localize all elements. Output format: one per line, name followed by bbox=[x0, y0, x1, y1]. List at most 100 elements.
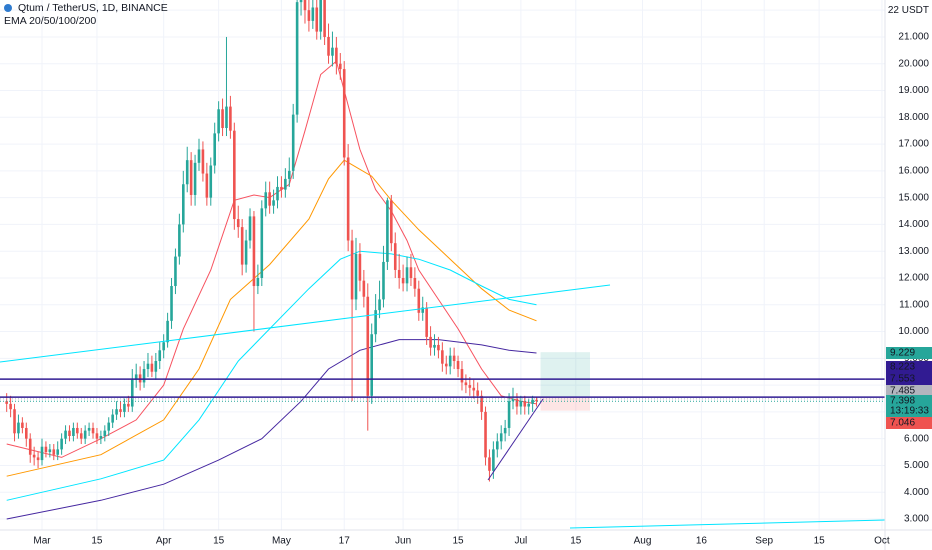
candle-body bbox=[448, 355, 452, 367]
x-tick-label: Oct bbox=[874, 536, 890, 547]
candle-body bbox=[472, 387, 476, 391]
candle-body bbox=[331, 47, 334, 56]
candle-body bbox=[17, 422, 20, 434]
y-tick-label: 20.000 bbox=[898, 58, 929, 69]
x-tick-label: 15 bbox=[452, 536, 464, 547]
candle-body bbox=[205, 173, 209, 198]
chart-title: Qtum / TetherUS, 1D, BINANCE bbox=[18, 2, 168, 14]
candle-body bbox=[464, 382, 468, 386]
candle-body bbox=[236, 219, 240, 228]
candle-body bbox=[233, 130, 236, 220]
candle-body bbox=[437, 344, 440, 351]
ema-line bbox=[6, 250, 537, 501]
candle-body bbox=[393, 243, 397, 270]
candle-body bbox=[311, 7, 315, 21]
candle-body bbox=[174, 256, 177, 287]
x-tick-label: Aug bbox=[634, 536, 652, 547]
candle-body bbox=[425, 307, 428, 337]
candle-body bbox=[291, 114, 295, 171]
candle-body bbox=[36, 457, 40, 461]
candle-body bbox=[87, 427, 91, 431]
candle-body bbox=[189, 160, 193, 195]
x-tick-label: Sep bbox=[755, 536, 773, 547]
candle-body bbox=[362, 280, 366, 297]
price-tag-label: 7.398 bbox=[890, 396, 915, 407]
candle-body bbox=[28, 438, 32, 455]
candle-body bbox=[503, 427, 507, 434]
candle-body bbox=[260, 208, 264, 278]
candle-body bbox=[5, 401, 8, 404]
candle-body bbox=[499, 433, 503, 442]
candle-body bbox=[307, 10, 311, 21]
candle-body bbox=[83, 430, 87, 439]
y-tick-label: 13.000 bbox=[898, 246, 929, 257]
price-tag-label: 9.229 bbox=[890, 348, 915, 359]
candle-body bbox=[327, 36, 330, 56]
price-tag bbox=[886, 385, 932, 397]
trend-line bbox=[487, 398, 544, 481]
candle-body bbox=[201, 149, 205, 174]
candle-body bbox=[480, 395, 483, 412]
candle-body bbox=[535, 399, 538, 402]
price-tag-label: 7.046 bbox=[890, 418, 915, 429]
candle-body bbox=[433, 344, 436, 348]
candle-body bbox=[374, 310, 377, 335]
candle-body bbox=[315, 7, 319, 32]
candle-body bbox=[268, 192, 271, 206]
candle-body bbox=[252, 216, 256, 287]
candle-body bbox=[40, 446, 44, 461]
y-tick-label: 10.000 bbox=[898, 326, 929, 337]
candle-body bbox=[44, 446, 48, 453]
x-tick-label: Jul bbox=[514, 536, 527, 547]
candle-body bbox=[401, 277, 405, 284]
candle-body bbox=[527, 403, 530, 407]
candle-body bbox=[346, 157, 350, 241]
candle-body bbox=[9, 403, 12, 410]
candle-body bbox=[182, 184, 185, 225]
y-tick-label: 17.000 bbox=[898, 139, 929, 150]
candle-body bbox=[531, 399, 534, 404]
candle-body bbox=[280, 186, 283, 190]
candle-body bbox=[350, 240, 354, 300]
candle-body bbox=[64, 430, 67, 439]
price-tag bbox=[886, 373, 932, 385]
ema-line bbox=[6, 159, 537, 477]
y-tick-label: 4.000 bbox=[904, 487, 929, 498]
x-tick-label: 17 bbox=[339, 536, 351, 547]
y-tick-label: 12.000 bbox=[898, 273, 929, 284]
candle-body bbox=[523, 401, 527, 407]
candle-body bbox=[382, 261, 385, 300]
candle-body bbox=[339, 63, 342, 70]
trend-line bbox=[569, 519, 885, 529]
candle-body bbox=[25, 427, 28, 439]
y-tick-label: 15.000 bbox=[898, 192, 929, 203]
x-tick-label: Mar bbox=[33, 536, 51, 547]
candle-body bbox=[421, 307, 425, 313]
candle-body bbox=[460, 369, 464, 383]
candle-body bbox=[13, 409, 16, 434]
candle-body bbox=[76, 427, 79, 434]
candle-body bbox=[496, 441, 499, 450]
candle-body bbox=[170, 286, 173, 321]
candle-body bbox=[264, 192, 268, 209]
candle-body bbox=[48, 449, 52, 453]
candle-body bbox=[60, 438, 63, 450]
candle-body bbox=[319, 0, 322, 32]
candle-body bbox=[123, 403, 126, 412]
y-tick-label: 21.000 bbox=[898, 32, 929, 43]
candle-body bbox=[303, 0, 307, 11]
drawings bbox=[0, 284, 885, 529]
target-zone bbox=[540, 352, 590, 398]
candle-body bbox=[146, 363, 150, 370]
candle-body bbox=[276, 186, 279, 201]
candle-body bbox=[166, 320, 169, 343]
y-tick-label: 18.000 bbox=[898, 112, 929, 123]
candle-body bbox=[515, 398, 519, 407]
candle-body bbox=[79, 433, 83, 439]
candle-body bbox=[299, 0, 303, 3]
candle-body bbox=[256, 277, 260, 287]
candle-body bbox=[158, 350, 162, 362]
candle-body bbox=[484, 411, 487, 458]
candle-body bbox=[217, 109, 220, 134]
candle-body bbox=[417, 288, 421, 313]
